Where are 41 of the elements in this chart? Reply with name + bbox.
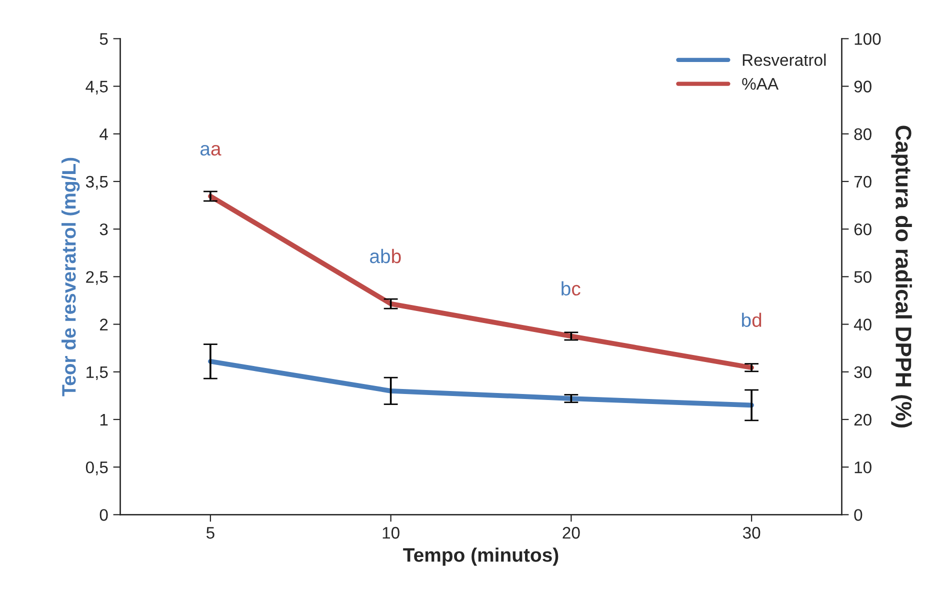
line-series [208,194,754,370]
y2-tick-label: 70 [854,176,872,188]
x-axis-title: Tempo (minutos) [403,548,558,566]
y-tick-label: 0 [100,509,108,521]
y2-tick-label: 60 [854,223,872,236]
data-label: a [211,144,222,156]
x-tick-label: 5 [206,527,214,539]
y2-tick-label: 30 [854,366,872,378]
x-tick-label: 30 [742,526,760,539]
y-tick-label: 4,5 [86,80,108,94]
y2-tick-label: 20 [854,414,872,426]
y-tick-label: 2 [100,318,108,330]
annotation: ab [370,248,390,264]
legend-label: Resveratrol [742,54,826,66]
data-label: d [752,312,762,327]
data-label: c [572,284,580,296]
x-tick-label: 10 [382,526,400,539]
y2-axis-title: Captura do radical DPPH (%) [891,126,912,428]
y2-tick-label: 10 [854,461,872,474]
y-tick-label: 0,5 [86,461,108,476]
y2-tick-label: 100 [854,33,881,45]
annotation: a [200,144,210,156]
y-tick-label: 4 [100,128,108,140]
line-series [208,358,754,408]
y-tick-label: 1 [100,414,108,426]
y2-tick-label: 50 [854,271,872,283]
y-tick-label: 3,5 [86,176,108,190]
y2-tick-label: 90 [854,80,872,92]
y-tick-label: 5 [100,33,108,45]
y-tick-label: 2,5 [86,271,108,285]
annotation: b [742,312,751,327]
y-tick-label: 3 [100,223,108,236]
x-tick-label: 20 [562,526,580,539]
data-label: b [392,248,401,264]
y2-tick-label: 0 [854,509,862,521]
y-tick-label: 1,5 [86,366,108,380]
y-axis-title: Teor de resveratrol (mg/L) [62,158,80,396]
y2-tick-label: 40 [854,318,872,330]
y2-tick-label: 80 [854,128,872,140]
annotation: b [562,281,570,296]
legend-label: %AA [742,78,779,90]
